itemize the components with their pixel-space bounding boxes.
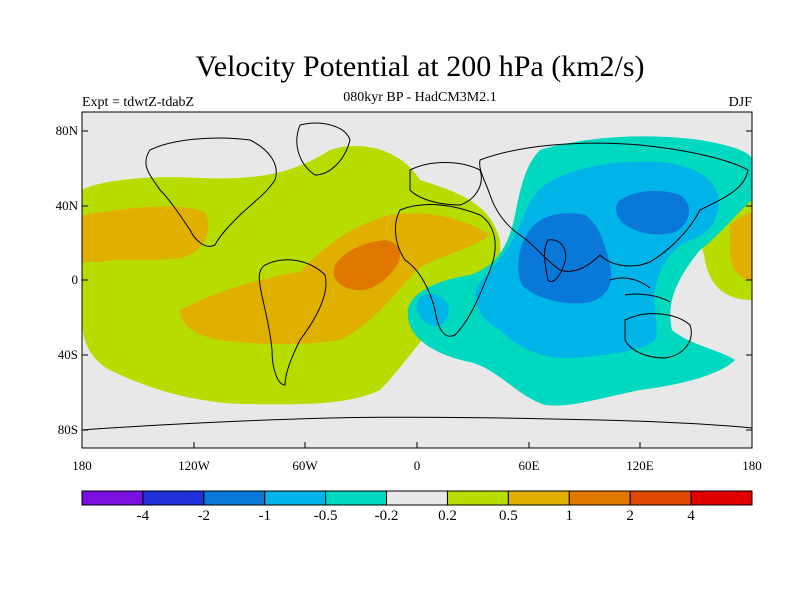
colorbar-label: 0.5: [498, 508, 518, 524]
colorbar-label: -2: [197, 508, 211, 524]
season-label: DJF: [728, 95, 752, 110]
lat-label-40s: 40S: [57, 347, 78, 362]
colorbar-swatch: [507, 490, 570, 506]
lat-label-0: 0: [71, 272, 79, 287]
colorbar-label: 2: [626, 508, 634, 524]
colorbar-swatch: [325, 490, 388, 506]
lon-label-120w: 120W: [178, 458, 210, 473]
lon-label-180e: 180: [742, 458, 762, 473]
experiment-label: Expt = tdwtZ-tdabZ: [82, 95, 195, 110]
colorbar-label: 4: [687, 508, 695, 524]
colorbar-label: 0.2: [438, 508, 457, 524]
colorbar-label: -1: [258, 508, 271, 524]
colorbar-swatch: [446, 490, 509, 506]
colorbar-label: -0.5: [313, 508, 338, 524]
colorbar-swatch: [81, 490, 144, 506]
lat-label-80n: 80N: [55, 123, 78, 138]
lat-label-40n: 40N: [55, 198, 78, 213]
colorbar-swatch: [568, 490, 631, 506]
contour-fill-1-2: [333, 240, 401, 291]
colorbar-swatch: [203, 490, 266, 506]
colorbar-swatch: [142, 490, 205, 506]
map-subtitle: 080kyr BP - HadCM3M2.1: [343, 90, 497, 105]
colorbar: [81, 490, 753, 506]
colorbar-swatch: [386, 490, 448, 506]
lon-label-180w: 180: [72, 458, 92, 473]
lon-label-60e: 60E: [518, 458, 540, 473]
contour-fill-neg2-neg1: [518, 190, 690, 304]
colorbar-swatch: [264, 490, 327, 506]
map-title: Velocity Potential at 200 hPa (km2/s): [195, 50, 645, 83]
colorbar-label: 1: [565, 508, 574, 524]
colorbar-swatch: [690, 490, 753, 506]
coastlines: [82, 122, 752, 431]
contour-fill-0.5-1: [82, 206, 752, 345]
lat-ticks: [82, 130, 752, 431]
colorbar-swatch: [629, 490, 692, 506]
lat-label-80s: 80S: [57, 422, 78, 437]
colorbar-label: -4: [136, 508, 150, 524]
map-panel: [82, 112, 752, 448]
lon-ticks: [81, 442, 753, 448]
lon-label-60w: 60W: [292, 458, 318, 473]
lon-label-120e: 120E: [626, 458, 654, 473]
lon-label-0: 0: [413, 458, 421, 473]
colorbar-label: -0.2: [374, 508, 399, 524]
